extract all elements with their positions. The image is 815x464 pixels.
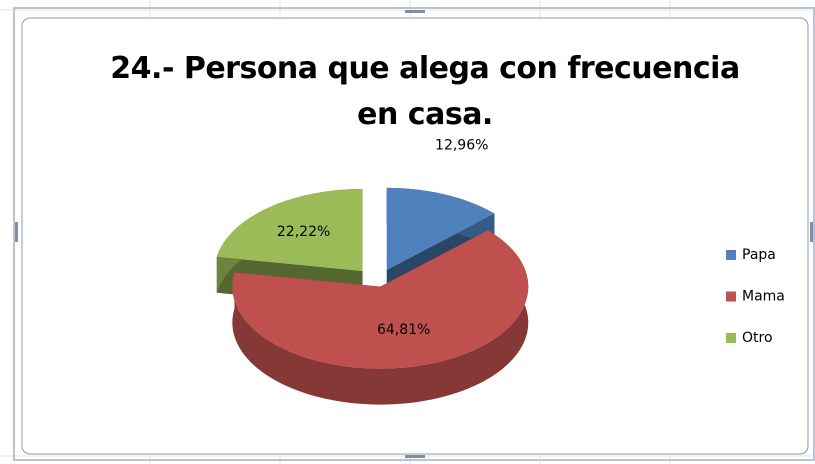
legend-label: Papa	[742, 247, 776, 263]
pie-slice	[386, 187, 495, 270]
legend-label: Mama	[742, 289, 785, 305]
data-label: 64,81%	[377, 322, 430, 338]
pie-slice	[232, 230, 529, 369]
legend-swatch	[726, 333, 736, 343]
data-label: 12,96%	[435, 138, 488, 154]
chart-title: 24.- Persona que alega con frecuencia en…	[110, 51, 740, 132]
chart-frame	[13, 7, 815, 461]
data-label: 22,22%	[277, 224, 330, 240]
title-box: 24.- Persona que alega con frecuencia en…	[110, 51, 740, 132]
slice-wall	[232, 230, 529, 405]
legend-swatch	[726, 291, 736, 302]
resize-handles	[15, 10, 813, 458]
legend-label: Otro	[742, 330, 773, 346]
pie-slice	[216, 188, 363, 271]
legend-swatch	[726, 250, 736, 260]
